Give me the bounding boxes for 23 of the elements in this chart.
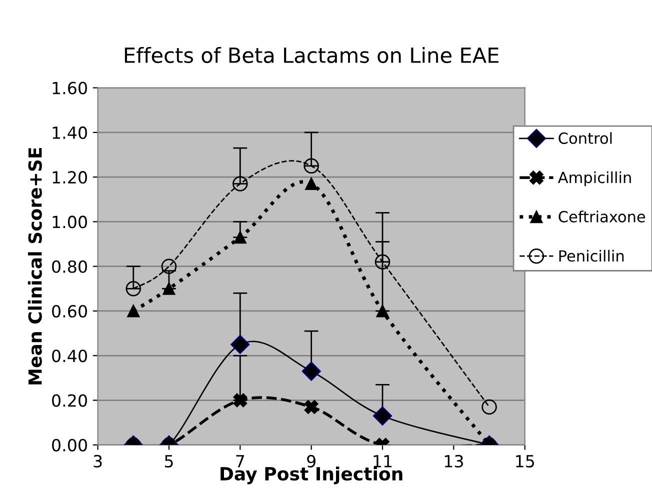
y-tick-label: 1.20: [52, 171, 87, 184]
x-axis-title: Day Post Injection: [220, 466, 402, 484]
y-axis-title: Mean Clinical Score+SE: [28, 148, 42, 384]
chart-title: Effects of Beta Lactams on Line EAE: [124, 46, 498, 64]
y-tick-label: 0.00: [52, 438, 87, 452]
legend-label: Penicillin: [559, 250, 624, 262]
x-tick-label: 3: [94, 454, 102, 468]
x-tick-label: 13: [444, 454, 463, 468]
x-tick-label: 5: [164, 455, 173, 468]
y-tick-label: 0.40: [52, 350, 87, 362]
y-tick-label: 0.60: [52, 304, 87, 318]
x-tick-label: 11: [374, 455, 392, 468]
x-tick-label: 9: [307, 454, 316, 468]
x-tick-label: 15: [516, 455, 534, 468]
legend-label: Ampicillin: [558, 171, 631, 186]
y-tick-label: 1.60: [52, 82, 87, 94]
y-tick-label: 0.20: [52, 394, 87, 407]
legend-label: Ceftriaxone: [558, 210, 646, 222]
x-tick-label: 7: [236, 455, 244, 468]
y-tick-label: 1.40: [52, 126, 87, 139]
legend-label: Control: [558, 132, 612, 144]
y-tick-label: 1.00: [52, 216, 87, 228]
y-tick-label: 0.80: [52, 260, 87, 273]
